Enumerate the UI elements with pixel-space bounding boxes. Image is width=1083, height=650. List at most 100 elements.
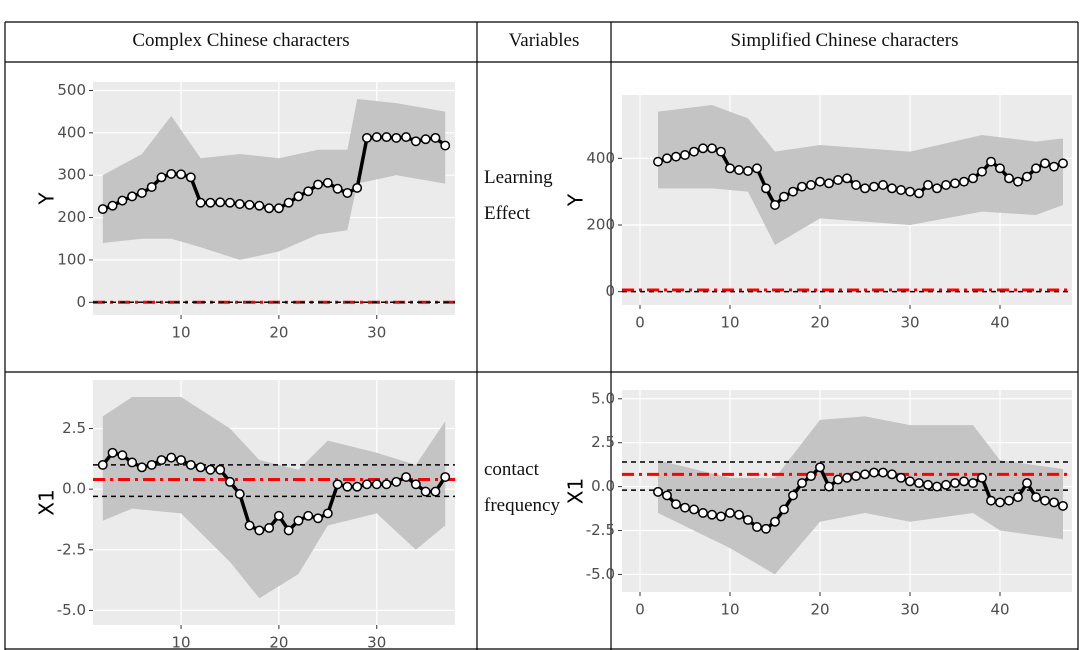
data-point: [662, 490, 672, 501]
data-point: [995, 163, 1005, 174]
data-point: [205, 197, 216, 208]
data-point: [851, 180, 861, 190]
data-point: [234, 489, 245, 499]
data-point: [342, 188, 353, 198]
x-tick-label: 20: [269, 324, 288, 342]
data-point: [107, 447, 118, 458]
y-axis-label: Y: [564, 193, 588, 207]
data-point: [824, 178, 834, 189]
data-point: [352, 182, 363, 193]
data-point: [273, 510, 284, 521]
confidence-band: [658, 105, 1063, 245]
data-point: [215, 197, 226, 208]
data-point: [1040, 158, 1050, 169]
data-point: [264, 523, 275, 533]
y-tick-label: 400: [57, 123, 86, 141]
data-point: [1049, 497, 1059, 508]
data-point: [950, 478, 960, 489]
data-point: [806, 180, 816, 190]
plot-area: [622, 95, 1072, 305]
data-point: [156, 455, 167, 465]
data-point: [185, 172, 196, 183]
data-point: [293, 515, 304, 526]
plot-area: [93, 380, 455, 625]
data-point: [932, 183, 942, 194]
data-point: [689, 146, 699, 157]
data-point: [977, 472, 987, 483]
data-point: [896, 472, 906, 483]
data-point: [1049, 161, 1059, 172]
data-point: [842, 472, 852, 483]
x-tick-label: 40: [990, 601, 1009, 619]
data-point: [420, 134, 431, 145]
data-point: [914, 478, 924, 489]
data-point: [342, 481, 353, 492]
data-point: [401, 132, 412, 143]
data-point: [1058, 500, 1068, 511]
data-point: [352, 481, 363, 492]
data-point: [797, 181, 807, 192]
data-point: [941, 180, 951, 190]
data-point: [401, 472, 412, 482]
data-point: [381, 479, 392, 490]
data-point: [734, 509, 744, 520]
data-point: [770, 516, 780, 527]
y-tick-label: 100: [57, 250, 86, 268]
data-point: [195, 197, 206, 208]
x-tick-label: 10: [172, 634, 191, 650]
data-point: [127, 191, 138, 202]
data-point: [234, 199, 245, 209]
confidence-band: [102, 396, 446, 599]
y-tick-label: 0.0: [62, 480, 86, 498]
data-point: [680, 150, 690, 160]
data-point: [869, 181, 879, 192]
data-point: [1031, 492, 1041, 503]
confidence-band: [102, 98, 446, 260]
data-point: [176, 169, 187, 180]
data-point: [410, 479, 421, 490]
data-point: [264, 203, 275, 214]
data-point: [430, 132, 441, 143]
table-rules: [4, 21, 1079, 650]
data-point: [968, 173, 978, 184]
x-tick-label: 20: [810, 601, 829, 619]
data-point: [779, 504, 789, 515]
x-tick-label: 40: [990, 314, 1009, 332]
y-axis-label: X1: [35, 489, 59, 515]
x-tick-label: 10: [172, 324, 191, 342]
y-tick-label: -5.0: [57, 601, 86, 619]
data-point: [117, 195, 128, 206]
data-point: [1013, 176, 1023, 187]
data-point: [371, 132, 382, 143]
data-point: [905, 186, 915, 197]
x-tick-label: 0: [635, 601, 645, 619]
data-point: [878, 180, 888, 190]
header-cell: Complex Chinese characters: [132, 30, 350, 51]
x-tick-label: 10: [720, 601, 739, 619]
data-point: [303, 510, 314, 521]
data-point: [887, 469, 897, 480]
variable-cell: Learning Effect: [484, 167, 553, 224]
data-point: [273, 203, 284, 214]
data-point: [968, 478, 978, 489]
data-point: [995, 497, 1005, 508]
data-point: [932, 481, 942, 492]
variable-cell: contact frequency: [484, 459, 560, 516]
data-point: [1004, 173, 1014, 184]
data-point: [887, 183, 897, 194]
plot-area: [622, 390, 1072, 592]
y-tick-label: 5.0: [591, 389, 615, 407]
data-point: [950, 178, 960, 189]
y-axis-label: Y: [35, 192, 59, 206]
data-point: [332, 479, 343, 490]
data-point: [725, 508, 735, 518]
data-point: [752, 163, 762, 174]
data-point: [293, 191, 304, 202]
data-point: [156, 172, 167, 183]
x-tick-label: 20: [810, 314, 829, 332]
data-point: [205, 464, 216, 475]
data-point: [743, 515, 753, 525]
x-tick-label: 30: [367, 634, 386, 650]
